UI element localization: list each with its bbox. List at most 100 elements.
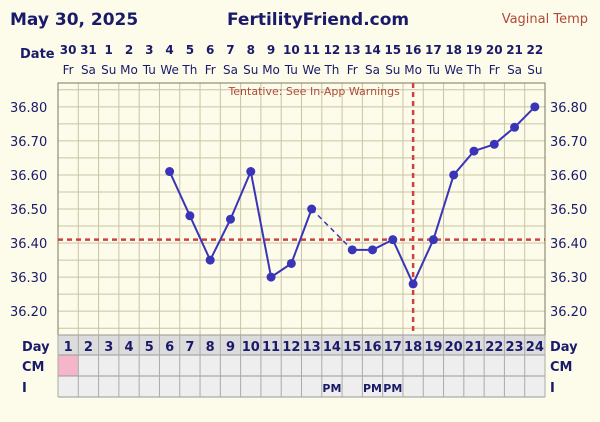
cycle-day-number: 17 xyxy=(384,340,402,355)
cycle-day-number: 10 xyxy=(242,340,260,355)
weekday-label: We xyxy=(444,63,463,77)
y-tick-label-left: 36.40 xyxy=(10,237,47,252)
day-row-label-left: Day xyxy=(22,340,50,355)
y-tick-label-left: 36.30 xyxy=(10,271,47,286)
temp-point xyxy=(266,272,276,282)
weekday-label: We xyxy=(302,63,321,77)
cm-highlight-cell xyxy=(58,355,79,376)
date-label: 19 xyxy=(466,43,483,57)
y-tick-label-right: 36.50 xyxy=(550,203,587,218)
intercourse-marker: PM xyxy=(322,382,341,395)
y-tick-label-right: 36.30 xyxy=(550,271,587,286)
y-tick-label-left: 36.60 xyxy=(10,169,47,184)
temperature-type: Vaginal Temp xyxy=(501,12,588,27)
date-label: 11 xyxy=(303,43,320,57)
temp-line-segment xyxy=(290,208,313,264)
date-label: 10 xyxy=(283,43,300,57)
temp-line-segment xyxy=(229,171,252,220)
weekday-label: Fr xyxy=(63,63,74,77)
cycle-day-number: 9 xyxy=(226,340,235,355)
cm-row-label-right: CM xyxy=(550,360,572,375)
temp-point xyxy=(185,211,195,221)
weekday-label: Su xyxy=(527,63,542,77)
temp-line-segment xyxy=(452,150,475,176)
weekday-label: Sa xyxy=(507,63,522,77)
cycle-day-number: 11 xyxy=(262,340,280,355)
temp-point xyxy=(428,235,438,245)
weekday-label: Sa xyxy=(81,63,96,77)
date-row-label: Date xyxy=(20,47,55,62)
intercourse-row-label-left: I xyxy=(22,381,27,396)
tentative-warning: Tentative: See In-App Warnings xyxy=(227,85,400,98)
temp-point xyxy=(205,255,215,265)
cycle-day-number: 4 xyxy=(124,340,133,355)
date-label: 8 xyxy=(247,43,255,57)
cycle-day-number: 19 xyxy=(424,340,442,355)
temp-point xyxy=(510,122,520,132)
cm-row-label-left: CM xyxy=(22,360,44,375)
date-label: 14 xyxy=(364,43,381,57)
y-tick-label-right: 36.80 xyxy=(550,101,587,116)
temp-point xyxy=(246,167,256,177)
y-tick-label-right: 36.40 xyxy=(550,237,587,252)
temp-point xyxy=(368,245,378,255)
intercourse-row-label-right: I xyxy=(550,381,555,396)
y-tick-label-left: 36.50 xyxy=(10,203,47,218)
chart-date: May 30, 2025 xyxy=(10,10,139,30)
weekday-label: Mo xyxy=(120,63,138,77)
date-label: 21 xyxy=(506,43,523,57)
weekday-label: Fr xyxy=(205,63,216,77)
date-label: 30 xyxy=(60,43,77,57)
intercourse-marker: PM xyxy=(363,382,382,395)
weekday-label: Tu xyxy=(142,63,156,77)
site-brand[interactable]: FertilityFriend.com xyxy=(227,10,410,30)
weekday-label: Sa xyxy=(365,63,380,77)
weekday-label: Su xyxy=(385,63,400,77)
weekday-label: Tu xyxy=(284,63,298,77)
weekday-label: Th xyxy=(466,63,482,77)
cycle-day-number: 20 xyxy=(445,340,463,355)
cycle-day-number: 21 xyxy=(465,340,483,355)
y-tick-label-left: 36.80 xyxy=(10,101,47,116)
date-label: 4 xyxy=(165,43,173,57)
y-tick-label-left: 36.20 xyxy=(10,305,47,320)
temp-line-segment xyxy=(168,171,191,217)
date-label: 1 xyxy=(105,43,113,57)
cycle-day-number: 2 xyxy=(84,340,93,355)
cycle-day-number: 18 xyxy=(404,340,422,355)
temp-point xyxy=(165,167,175,177)
date-label: 22 xyxy=(527,43,544,57)
cycle-day-number: 12 xyxy=(282,340,300,355)
temp-line-segment xyxy=(249,171,273,278)
temp-line-segment xyxy=(412,239,435,285)
temp-point xyxy=(225,214,235,224)
weekday-label: Su xyxy=(101,63,116,77)
temp-point xyxy=(408,279,418,289)
date-label: 7 xyxy=(226,43,234,57)
cycle-day-number: 8 xyxy=(206,340,215,355)
y-tick-label-right: 36.20 xyxy=(550,305,587,320)
weekday-label: Su xyxy=(243,63,258,77)
date-label: 5 xyxy=(186,43,194,57)
cycle-day-number: 6 xyxy=(165,340,174,355)
weekday-label: Fr xyxy=(489,63,500,77)
date-label: 3 xyxy=(145,43,153,57)
cycle-day-number: 3 xyxy=(104,340,113,355)
temp-point xyxy=(307,204,317,214)
temp-line-segment xyxy=(513,106,536,128)
temp-point xyxy=(388,235,398,245)
weekday-label: Tu xyxy=(426,63,440,77)
cycle-day-number: 5 xyxy=(145,340,154,355)
temp-point xyxy=(469,146,479,156)
temp-point xyxy=(530,102,540,112)
temp-point xyxy=(449,170,459,180)
cycle-day-number: 16 xyxy=(363,340,381,355)
cycle-day-number: 13 xyxy=(303,340,321,355)
weekday-label: We xyxy=(160,63,179,77)
date-label: 20 xyxy=(486,43,503,57)
y-tick-label-right: 36.60 xyxy=(550,169,587,184)
cycle-day-number: 22 xyxy=(485,340,503,355)
temp-line-dashed xyxy=(311,208,353,251)
cycle-day-number: 1 xyxy=(64,340,73,355)
